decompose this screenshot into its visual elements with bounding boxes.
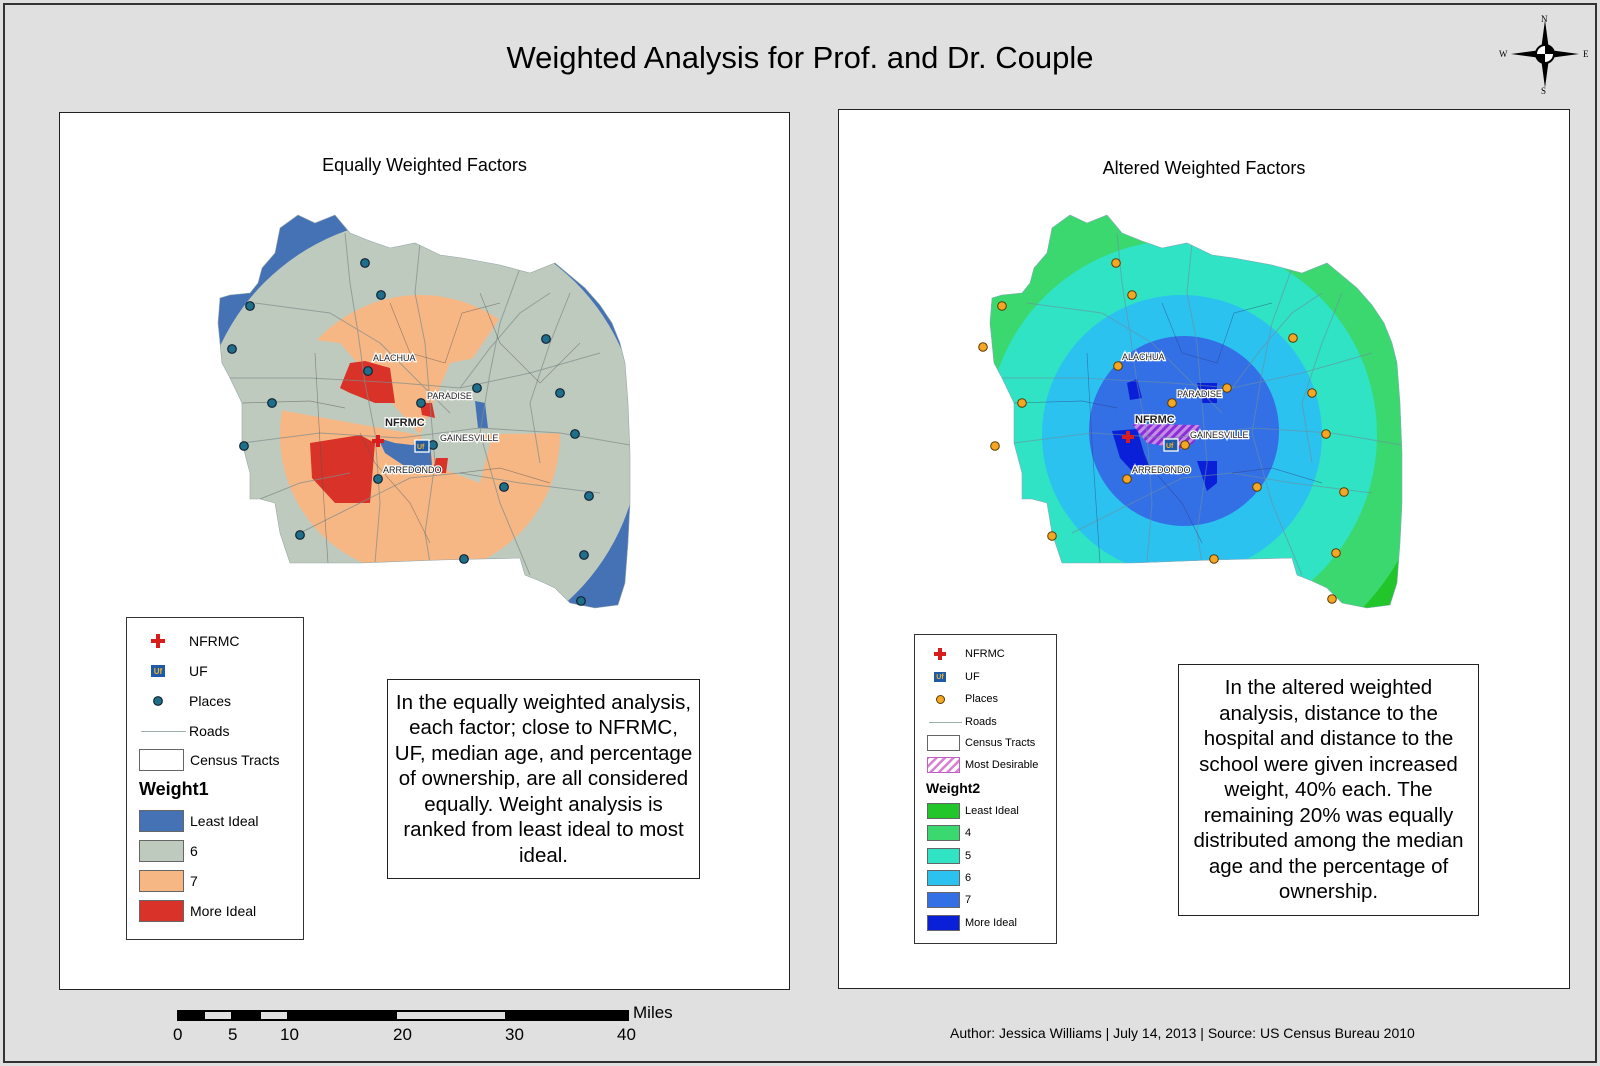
red-cross-icon — [934, 648, 946, 660]
svg-text:PARADISE: PARADISE — [1177, 389, 1222, 399]
place-labels: ALACHUA PARADISE NFRMC GAINESVILLE ARRED… — [372, 352, 500, 477]
nfrmc-cross-icon — [372, 435, 384, 447]
legend-item-census-tracts: Census Tracts — [127, 748, 279, 772]
outline-box-icon — [139, 749, 184, 771]
page-title: Weighted Analysis for Prof. and Dr. Coup… — [506, 40, 1094, 75]
north-arrow-compass-icon: N S E W — [1499, 14, 1589, 94]
right-map-frame: Altered Weighted Factors — [838, 109, 1570, 989]
left-map-title: Equally Weighted Factors — [322, 155, 527, 175]
legend-item-nfrmc: NFRMC — [915, 645, 1005, 663]
svg-text:ARREDONDO: ARREDONDO — [1132, 465, 1191, 475]
nfrmc-cross-icon — [1122, 431, 1134, 443]
scale-tick-20: 20 — [393, 1025, 412, 1044]
outline-box-icon — [927, 735, 960, 751]
svg-text:GAINESVILLE: GAINESVILLE — [440, 433, 499, 443]
left-analysis-note: In the equally weighted analysis, each f… — [387, 679, 700, 879]
scale-tick-30: 30 — [505, 1025, 524, 1044]
svg-text:N: N — [1541, 14, 1548, 24]
road-line-icon — [140, 730, 186, 732]
svg-text:PARADISE: PARADISE — [427, 391, 472, 401]
svg-text:NFRMC: NFRMC — [385, 417, 425, 429]
scale-bar-unit: Miles — [633, 1003, 673, 1022]
left-weighted-map[interactable]: Uf ALACHUA PARADISE NFRMC GAINESVILLE AR… — [200, 203, 690, 623]
legend-item-roads: Roads — [127, 720, 229, 742]
uf-logo-icon: Uf — [151, 665, 165, 677]
legend-class-least-ideal: Least Ideal — [127, 809, 259, 833]
svg-text:W: W — [1499, 49, 1508, 59]
credits-text: Author: Jessica Williams | July 14, 2013… — [950, 1025, 1415, 1041]
left-map-frame: Equally Weighted Factors — [59, 112, 790, 990]
places-points — [227, 258, 594, 606]
legend-class-more-ideal: More Ideal — [127, 899, 256, 923]
legend-class-4: 4 — [915, 824, 971, 842]
svg-text:Uf: Uf — [417, 444, 425, 451]
scale-tick-0: 0 — [173, 1025, 183, 1044]
right-weighted-map[interactable]: Uf ALACHUA PARADISE NFRMC GAINESVILLE AR… — [972, 203, 1462, 623]
right-map-title: Altered Weighted Factors — [1102, 158, 1306, 178]
scale-tick-10: 10 — [280, 1025, 299, 1044]
hatch-box-icon — [927, 757, 960, 773]
legend-item-places: Places — [915, 690, 998, 708]
legend-class-7: 7 — [915, 891, 971, 909]
dot-icon — [153, 696, 163, 706]
left-legend: NFRMC Uf UF Places Roads Census Tracts W… — [126, 617, 304, 940]
road-line-icon — [928, 721, 962, 723]
legend-class-6: 6 — [915, 869, 971, 887]
legend-class-7: 7 — [127, 869, 198, 893]
uf-logo-icon: Uf — [934, 672, 946, 682]
places-points — [978, 258, 1349, 604]
legend-class-more-ideal: More Ideal — [915, 914, 1017, 932]
uf-logo-icon: Uf — [1163, 438, 1179, 452]
place-labels: ALACHUA PARADISE NFRMC GAINESVILLE ARRED… — [1121, 351, 1250, 477]
svg-text:ALACHUA: ALACHUA — [1122, 352, 1165, 362]
scale-tick-40: 40 — [617, 1025, 636, 1044]
right-legend: NFRMC Uf UF Places Roads Census Tracts M… — [914, 634, 1057, 944]
red-cross-icon — [151, 634, 165, 648]
scale-bar — [177, 1010, 629, 1021]
legend-item-uf: Uf UF — [915, 668, 980, 686]
legend-class-least-ideal: Least Ideal — [915, 802, 1019, 820]
svg-text:NFRMC: NFRMC — [1135, 414, 1175, 426]
dot-icon — [935, 694, 945, 704]
right-analysis-note: In the altered weighted analysis, distan… — [1178, 664, 1479, 916]
legend-weight2-title: Weight2 — [926, 780, 981, 796]
scale-tick-5: 5 — [228, 1025, 238, 1044]
svg-text:GAINESVILLE: GAINESVILLE — [1190, 430, 1249, 440]
legend-item-census-tracts: Census Tracts — [915, 734, 1035, 752]
legend-item-most-desirable: Most Desirable — [915, 756, 1038, 774]
legend-item-uf: Uf UF — [127, 660, 208, 682]
legend-item-places: Places — [127, 690, 231, 712]
svg-text:ARREDONDO: ARREDONDO — [383, 465, 442, 475]
legend-weight1-title: Weight1 — [139, 779, 209, 799]
legend-class-5: 5 — [915, 847, 971, 865]
svg-text:E: E — [1583, 49, 1589, 59]
legend-item-nfrmc: NFRMC — [127, 630, 240, 652]
svg-text:S: S — [1541, 86, 1546, 94]
uf-logo-icon: Uf — [414, 439, 430, 453]
legend-item-roads: Roads — [915, 713, 997, 731]
svg-text:Uf: Uf — [1166, 443, 1174, 450]
legend-class-6: 6 — [127, 839, 198, 863]
svg-text:ALACHUA: ALACHUA — [373, 353, 416, 363]
